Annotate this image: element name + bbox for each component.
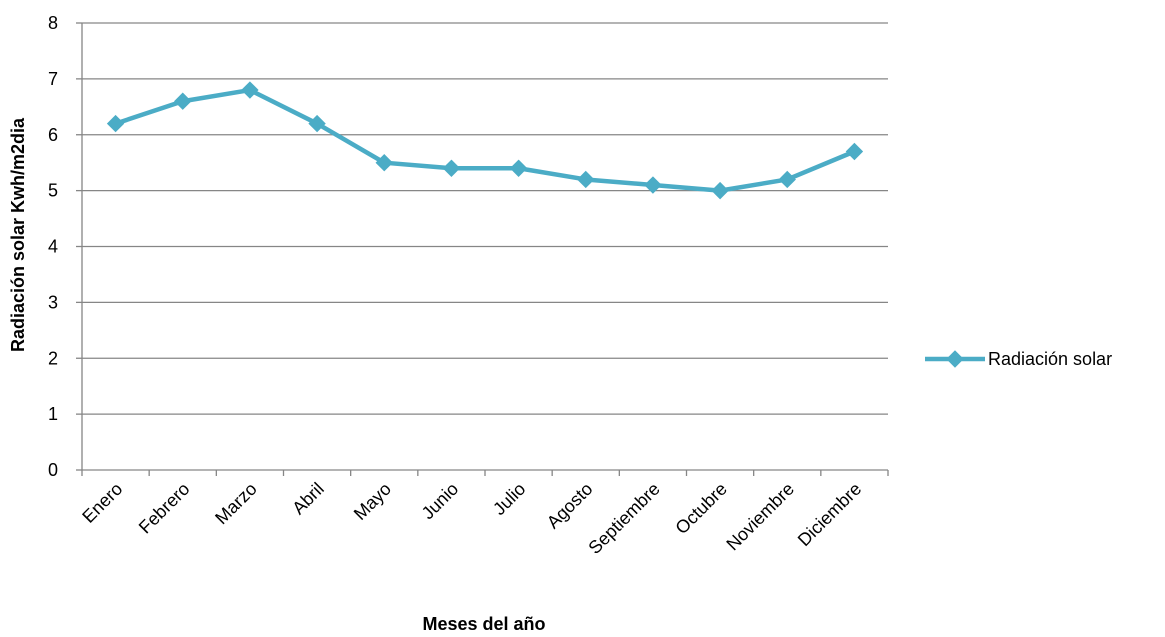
y-tick-labels: 0 1 2 3 4 5 6 7 8 (48, 13, 58, 480)
x-tick-label: Diciembre (794, 479, 865, 550)
x-tick-label: Octubre (671, 479, 730, 538)
data-point (778, 170, 796, 189)
x-tick-label: Mayo (350, 479, 395, 524)
data-point (509, 159, 528, 177)
series-line (113, 87, 857, 193)
y-tick-label: 4 (48, 237, 58, 257)
y-tick-label: 2 (48, 348, 58, 368)
legend: Radiación solar (925, 349, 1112, 369)
y-axis-title: Radiación solar Kwh/m2dia (8, 117, 28, 352)
gridlines (82, 22, 888, 415)
y-tick-label: 5 (48, 181, 58, 201)
x-tick-label: Febrero (135, 479, 194, 538)
x-tick-label: Junio (418, 479, 463, 524)
data-point (644, 176, 662, 194)
legend-marker (946, 350, 964, 368)
y-tick-label: 0 (48, 460, 58, 480)
x-tick-label: Agosto (543, 479, 597, 533)
x-tick-label: Enero (78, 479, 126, 527)
y-tick-label: 8 (48, 13, 58, 33)
data-point (711, 181, 729, 200)
data-point (375, 153, 393, 172)
data-point (241, 81, 259, 99)
series-layer (106, 81, 864, 200)
y-tick-label: 6 (48, 125, 58, 145)
data-point (308, 114, 326, 133)
x-axis-title: Meses del año (422, 614, 545, 634)
y-tick-label: 3 (48, 292, 58, 312)
legend-label: Radiación solar (988, 349, 1112, 369)
data-point (845, 142, 864, 161)
x-tick-label: Marzo (211, 479, 261, 529)
data-point (442, 159, 461, 177)
data-point (577, 170, 595, 189)
y-tick-label: 1 (48, 404, 58, 424)
x-tick-label: Julio (489, 479, 529, 519)
x-tick-labels: Enero Febrero Marzo Abril Mayo Junio Julio Agos… (78, 479, 865, 558)
axes (76, 22, 889, 476)
x-tick-label: Septiembre (585, 479, 664, 558)
data-point (106, 114, 125, 133)
y-tick-label: 7 (48, 69, 58, 89)
data-point (174, 92, 192, 110)
x-tick-label: Noviembre (722, 479, 798, 555)
x-tick-label: Abril (288, 479, 328, 519)
